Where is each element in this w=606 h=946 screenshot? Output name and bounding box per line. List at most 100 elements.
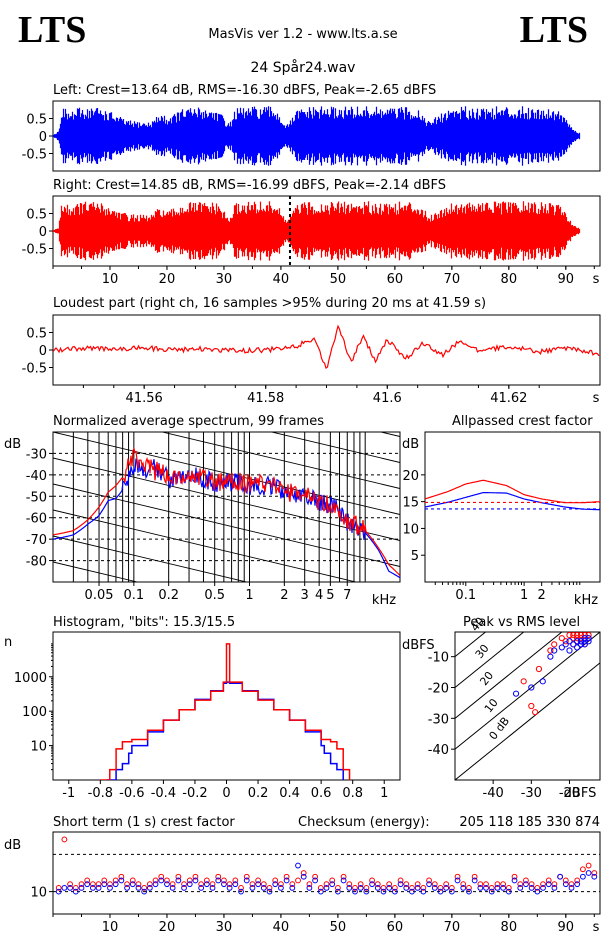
short-term-point — [386, 881, 393, 888]
allpassed-crest-x-unit: kHz — [574, 593, 598, 608]
short-term-point — [61, 836, 68, 843]
loudest-part-x-tick-label: 41.6 — [373, 391, 402, 406]
short-term-point — [500, 885, 507, 891]
short-term-point — [334, 888, 341, 895]
slope-line — [53, 483, 400, 567]
short-term-point — [511, 877, 518, 884]
short-term-point — [278, 881, 284, 888]
diagonal-label: 0 dB — [487, 715, 513, 743]
avg-spectrum-series-1 — [53, 446, 400, 577]
short-term-point — [483, 881, 489, 888]
short-term-point — [580, 866, 586, 873]
short-term-point — [186, 881, 193, 888]
short-term-point — [323, 885, 330, 891]
short-term-point — [255, 877, 262, 884]
allpassed-crest-y-label: dB — [402, 437, 419, 452]
short-term-point — [528, 881, 535, 888]
short-term-x-unit: s — [593, 920, 600, 935]
short-term-point — [164, 877, 170, 884]
waveform-right-x-tick-label: 30 — [216, 272, 233, 287]
loudest-part-x-tick-label: 41.58 — [247, 391, 284, 406]
file-name: 24 Spår24.wav — [250, 60, 356, 76]
short-term-point — [67, 881, 73, 888]
short-term-point — [551, 885, 558, 891]
waveform-left-title: Left: Crest=13.64 dB, RMS=-16.30 dBFS, P… — [53, 83, 436, 98]
short-term-point — [454, 877, 461, 884]
peak-vs-rms-point — [581, 641, 588, 648]
slope-line — [53, 276, 400, 359]
short-term-point — [221, 877, 227, 884]
short-term-point — [266, 885, 273, 891]
short-term-point — [289, 885, 296, 891]
short-term-point — [175, 873, 182, 880]
peak-vs-rms-point — [581, 632, 588, 639]
short-term-point — [340, 877, 347, 884]
histogram-y-tick-label: 1000 — [14, 671, 47, 686]
avg-spectrum-x-tick-label: 7 — [343, 588, 351, 603]
short-term-point — [494, 885, 501, 891]
short-term-point — [437, 885, 444, 891]
short-term-point — [164, 881, 170, 888]
short-term-point — [511, 873, 518, 880]
short-term-point — [192, 877, 199, 884]
short-term-point — [454, 873, 461, 880]
short-term-point — [409, 888, 415, 895]
avg-spectrum-x-tick-label: 0.1 — [124, 588, 145, 603]
short-term-point — [175, 877, 182, 884]
peak-vs-rms-y-label: dBFS — [402, 638, 435, 653]
short-term-point — [169, 881, 176, 888]
histogram-x-tick-label: -0.2 — [182, 786, 207, 801]
short-term-point — [443, 885, 450, 891]
avg-spectrum-x-tick-label: 3 — [301, 588, 309, 603]
peak-vs-rms-point — [532, 709, 539, 716]
diagonal-line — [455, 632, 525, 688]
slope-line — [53, 509, 358, 582]
short-term-point — [78, 885, 85, 891]
avg-spectrum-y-tick-label: -70 — [26, 533, 47, 548]
short-term-point — [215, 877, 222, 884]
avg-spectrum-x-tick-label: 5 — [326, 588, 334, 603]
peak-vs-rms-point — [551, 641, 558, 648]
diagonal-line — [455, 632, 600, 750]
short-term-point — [505, 888, 512, 895]
waveform-left-y-tick-label: 0 — [39, 130, 47, 145]
short-term-point — [181, 885, 187, 891]
short-term-point — [243, 877, 250, 884]
slope-line — [53, 328, 400, 411]
short-term-point — [460, 885, 467, 891]
short-term-point — [238, 885, 244, 891]
short-term-point — [112, 877, 119, 884]
short-term-point — [534, 885, 541, 891]
allpassed-crest-x-tick-label: 2 — [538, 588, 546, 603]
short-term-point — [84, 877, 91, 884]
short-term-point — [585, 862, 592, 869]
logo-left: LTS — [18, 9, 87, 51]
checksum-label: Checksum (energy): — [298, 815, 430, 830]
short-term-point — [386, 885, 393, 891]
short-term-point — [448, 888, 455, 895]
peak-vs-rms-point — [585, 635, 592, 642]
peak-vs-rms-x-tick-label: -40 — [483, 786, 504, 801]
slope-line — [53, 535, 249, 582]
peak-vs-rms-point — [574, 635, 581, 642]
peak-vs-rms-point — [577, 632, 585, 639]
short-term-point — [295, 877, 301, 884]
peak-vs-rms-point — [581, 638, 588, 645]
histogram-x-tick-label: 0.8 — [342, 786, 363, 801]
avg-spectrum-x-tick-label: 1 — [245, 588, 253, 603]
avg-spectrum-y-tick-label: -50 — [26, 490, 47, 505]
short-term-point — [443, 881, 450, 888]
waveform-left-waveform — [53, 106, 581, 166]
avg-spectrum-x-tick-label: 2 — [280, 588, 288, 603]
short-term-point — [107, 881, 113, 888]
short-term-point — [55, 888, 62, 895]
avg-spectrum-y-tick-label: -60 — [26, 512, 47, 527]
short-term-point — [300, 873, 307, 880]
short-term-point — [352, 888, 358, 895]
waveform-left-y-tick-label: -0.5 — [22, 148, 47, 163]
waveform-right-x-tick-label: 70 — [444, 272, 461, 287]
avg-spectrum-x-tick-label: 4 — [315, 588, 323, 603]
short-term-point — [146, 881, 153, 888]
short-term-point — [221, 881, 227, 888]
